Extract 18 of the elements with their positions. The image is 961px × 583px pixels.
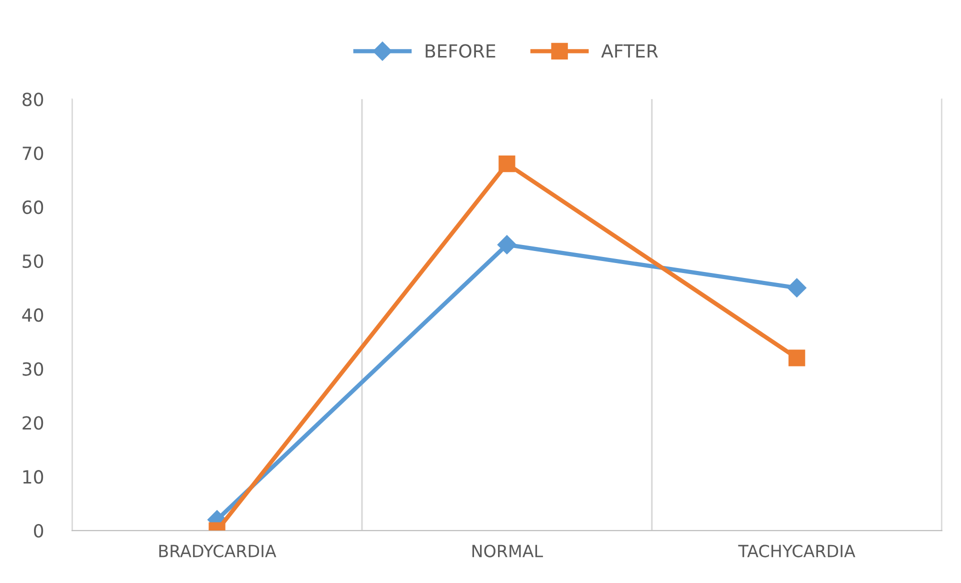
y-tick-label: 50 (22, 254, 44, 268)
y-tick-label: 20 (22, 416, 44, 430)
point (787, 278, 806, 298)
legend-label: BEFORE (426, 44, 496, 58)
y-tick-label: 80 (22, 92, 44, 106)
y-tick-label: 40 (22, 308, 44, 322)
y-tick-label: 0 (34, 524, 44, 538)
legend-label: AFTER (601, 44, 658, 58)
x-tick-label: NORMAL (472, 544, 543, 558)
x-tick-label: TACHYCARDIA (738, 544, 856, 558)
point (498, 155, 516, 172)
y-tick-label: 70 (22, 146, 44, 160)
y-tick-label: 60 (22, 200, 44, 214)
point (497, 235, 516, 254)
y-tick-label: 30 (22, 362, 44, 376)
x-tick-label: BRADYCARDIA (159, 544, 276, 558)
y-tick-label: 10 (23, 470, 44, 484)
point (788, 350, 806, 366)
